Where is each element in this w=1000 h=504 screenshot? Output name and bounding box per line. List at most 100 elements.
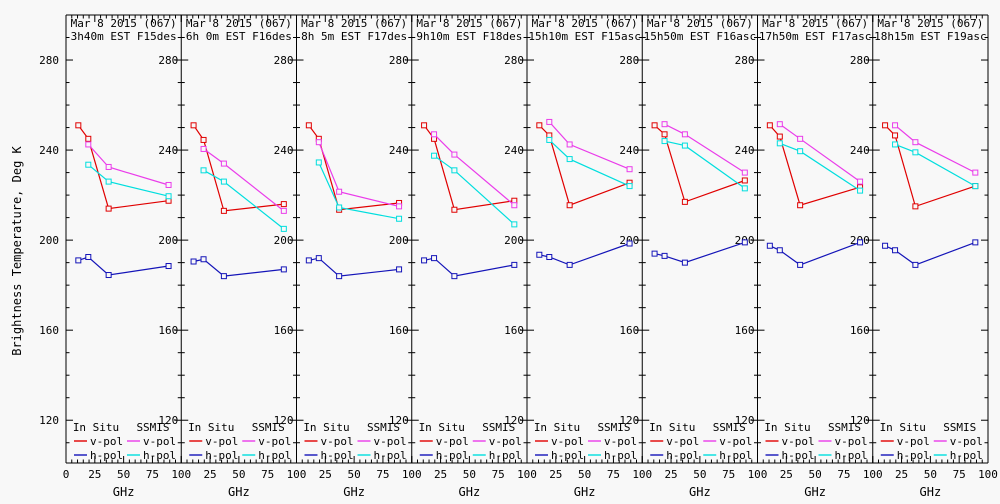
legend-header-insitu: In Situ <box>534 421 580 434</box>
data-point-marker <box>315 139 322 146</box>
legend-label: h-pol <box>90 449 123 462</box>
panel-title-date: Mar 8 2015 (067) <box>301 17 407 30</box>
data-point-marker <box>105 205 112 212</box>
y-tick-label: 160 <box>619 324 639 337</box>
legend-label: v-pol <box>782 435 815 448</box>
data-point-marker <box>396 266 403 273</box>
data-point-marker <box>85 141 92 148</box>
data-point-marker <box>431 152 438 159</box>
insitu-hpol-line <box>423 257 515 277</box>
panel-title-time: 3h40m EST F15des <box>71 30 177 43</box>
legend-label: h-pol <box>897 449 930 462</box>
data-point-marker <box>451 206 458 213</box>
data-point-marker <box>511 202 518 209</box>
x-tick-label: 100 <box>632 468 652 481</box>
data-point-marker <box>546 136 553 143</box>
x-axis-unit-label: GHz <box>574 485 596 499</box>
data-point-marker <box>912 203 919 210</box>
x-tick-label: 25 <box>88 468 101 481</box>
data-point-marker <box>776 140 783 147</box>
legend-label: h-pol <box>551 449 584 462</box>
legend-label: h-pol <box>835 449 868 462</box>
legend-label: v-pol <box>205 435 238 448</box>
legend-header-insitu: In Situ <box>649 421 695 434</box>
data-point-marker <box>511 221 518 228</box>
data-point-marker <box>85 135 92 142</box>
insitu-vpol-line <box>423 124 515 211</box>
legend-label: v-pol <box>321 435 354 448</box>
x-tick-label: 25 <box>434 468 447 481</box>
legend-label: h-pol <box>604 449 637 462</box>
x-tick-label: 75 <box>722 468 735 481</box>
legend-header-ssmis: SSMIS <box>597 421 630 434</box>
panel-title-time: 15h50m EST F16asc <box>644 30 757 43</box>
panel-title-time: 9h10m EST F18des <box>416 30 522 43</box>
data-point-marker <box>336 188 343 195</box>
legend-label: v-pol <box>436 435 469 448</box>
data-point-marker <box>766 242 773 249</box>
insitu-hpol-line <box>769 241 861 266</box>
data-point-marker <box>305 257 312 264</box>
data-point-marker <box>776 247 783 254</box>
panel-title-date: Mar 8 2015 (067) <box>762 17 868 30</box>
y-tick-label: 160 <box>504 324 524 337</box>
legend-label: h-pol <box>205 449 238 462</box>
x-tick-label: 100 <box>287 468 307 481</box>
y-tick-label: 280 <box>504 54 524 67</box>
x-tick-label: 25 <box>780 468 793 481</box>
x-tick-label: 75 <box>953 468 966 481</box>
legend-header-insitu: In Situ <box>303 421 349 434</box>
legend-header-insitu: In Situ <box>880 421 926 434</box>
data-point-marker <box>85 161 92 168</box>
y-tick-label: 200 <box>158 234 178 247</box>
data-point-marker <box>912 261 919 268</box>
y-tick-label: 280 <box>619 54 639 67</box>
data-point-marker <box>766 122 773 129</box>
data-point-marker <box>972 169 979 176</box>
ssmis-hpol-line <box>548 139 630 187</box>
y-tick-label: 280 <box>389 54 409 67</box>
data-point-marker <box>190 258 197 265</box>
y-tick-label: 240 <box>504 144 524 157</box>
y-tick-label: 280 <box>274 54 294 67</box>
insitu-hpol-line <box>539 242 630 266</box>
x-tick-label: 25 <box>664 468 677 481</box>
y-tick-label: 240 <box>389 144 409 157</box>
data-point-marker <box>75 257 82 264</box>
x-axis-unit-label: GHz <box>920 485 942 499</box>
data-point-marker <box>797 148 804 155</box>
legend-label: v-pol <box>374 435 407 448</box>
x-tick-label: 0 <box>63 468 70 481</box>
x-tick-label: 50 <box>578 468 591 481</box>
panel-title-time: 15h10m EST F15asc <box>528 30 641 43</box>
y-tick-label: 200 <box>39 234 59 247</box>
insitu-hpol-line <box>654 241 745 264</box>
data-point-marker <box>566 261 573 268</box>
insitu-vpol-line <box>654 124 746 203</box>
data-point-marker <box>200 136 207 143</box>
x-tick-label: 25 <box>319 468 332 481</box>
x-tick-label: 100 <box>748 468 768 481</box>
data-point-marker <box>626 183 633 190</box>
data-point-marker <box>220 207 227 214</box>
legend-label: v-pol <box>666 435 699 448</box>
y-tick-label: 200 <box>389 234 409 247</box>
panel-title-time: 18h15m EST F19asc <box>874 30 987 43</box>
data-point-marker <box>200 256 207 263</box>
legend-header-insitu: In Situ <box>73 421 119 434</box>
data-point-marker <box>451 273 458 280</box>
data-point-marker <box>280 201 287 208</box>
data-point-marker <box>651 122 658 129</box>
panel-title-time: 6h 0m EST F16des <box>186 30 292 43</box>
x-tick-label: 50 <box>809 468 822 481</box>
y-tick-label: 240 <box>274 144 294 157</box>
legend-label: h-pol <box>374 449 407 462</box>
data-point-marker <box>912 139 919 146</box>
data-point-marker <box>776 133 783 140</box>
data-point-marker <box>661 121 668 128</box>
data-point-marker <box>536 251 543 258</box>
data-point-marker <box>882 122 889 129</box>
data-point-marker <box>661 131 668 138</box>
